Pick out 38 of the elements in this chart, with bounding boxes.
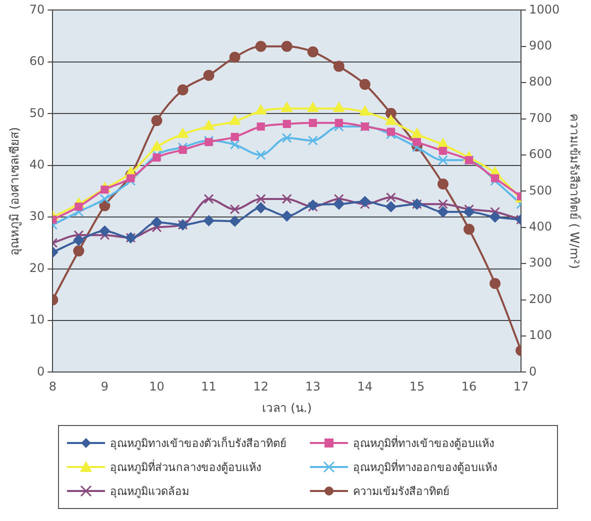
y2-tick-label: 1000 (529, 2, 560, 16)
y-tick-label: 20 (29, 260, 45, 275)
y2-axis-title: ความเข้มรังสีอาทิตย์ ( W/m²) (568, 113, 582, 269)
y-tick-label: 10 (29, 312, 45, 327)
y2-tick-label: 600 (529, 147, 552, 162)
x-tick-label: 11 (201, 380, 216, 394)
y2-tick-label: 400 (529, 220, 552, 234)
y2-tick-label: 100 (529, 328, 552, 342)
y-tick-label: 70 (29, 2, 45, 16)
x-tick-label: 14 (357, 380, 373, 394)
x-tick-label: 13 (305, 380, 321, 394)
y-tick-label: 60 (29, 54, 45, 68)
y-tick-label: 30 (29, 209, 45, 224)
x-tick-label: 10 (149, 380, 164, 394)
x-tick-label: 12 (253, 380, 268, 394)
legend-label: อุณหภูมิทางเข้าของตัวเก็บรังสีอาทิตย์ (110, 435, 286, 452)
x-tick-label: 17 (513, 380, 529, 394)
legend-label: ความเข้มรังสีอาทิตย์ (353, 484, 449, 500)
y-tick-label: 0 (37, 364, 45, 378)
y-tick-label: 50 (29, 106, 45, 120)
x-tick-label: 9 (100, 380, 109, 394)
x-tick-label: 8 (48, 380, 56, 394)
x-axis-title: เวลา (น.) (262, 400, 312, 415)
y2-tick-label: 500 (529, 183, 552, 198)
legend-label: อุณหภูมิที่ทางออกของตู้อบแห้ง (353, 458, 497, 476)
x-tick-label: 16 (461, 380, 477, 394)
y-tick-label: 40 (29, 157, 45, 172)
y2-tick-label: 0 (529, 364, 537, 378)
x-tick-label: 15 (409, 380, 425, 394)
legend-label: อุณหภูมิที่ทางเข้าของตู้อบแห้ง (353, 434, 494, 452)
legend-label: อุณหภูมิที่ส่วนกลางของตู้อบแห้ง (110, 458, 261, 476)
y2-tick-label: 700 (529, 110, 552, 125)
y2-tick-label: 200 (529, 292, 552, 306)
y2-tick-label: 300 (529, 256, 552, 270)
legend-label: อุณหภูมิแวดล้อม (110, 484, 189, 500)
y2-tick-label: 800 (529, 74, 552, 89)
y2-tick-label: 900 (529, 38, 552, 53)
y-axis-title: อุณหภูมิ (องศาเซลเซียส) (7, 127, 22, 256)
